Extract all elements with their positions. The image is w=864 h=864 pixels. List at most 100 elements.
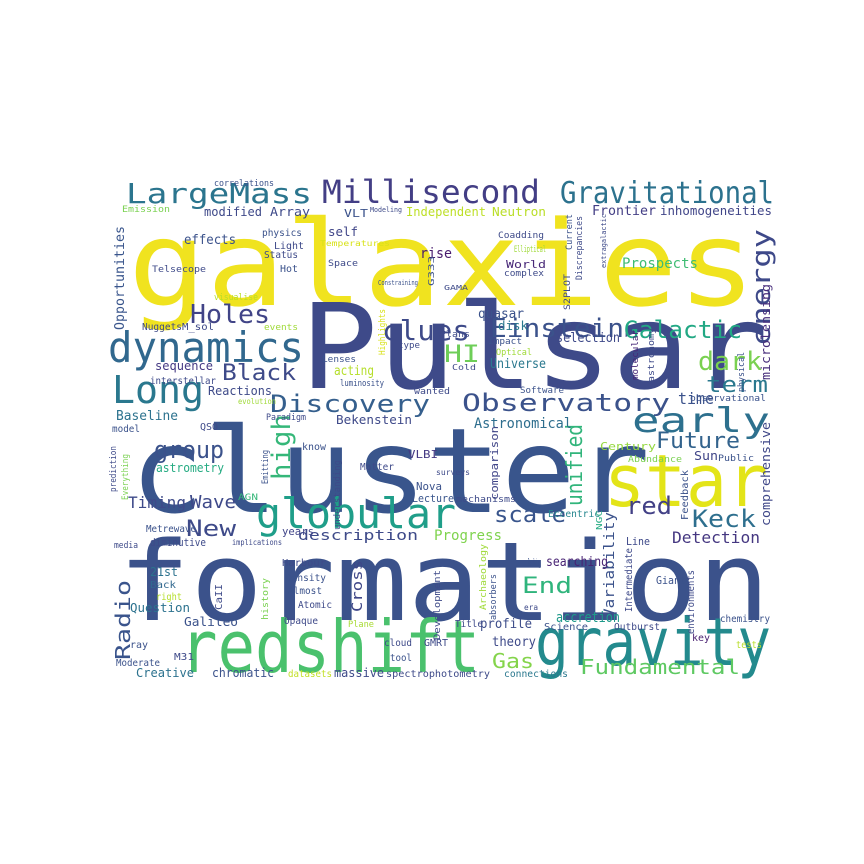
- word: rise: [420, 246, 452, 262]
- word: Future: [656, 429, 740, 454]
- word: accretion: [556, 610, 620, 626]
- word: 21st: [150, 565, 178, 579]
- word: Einstein: [490, 314, 624, 344]
- word: Density: [286, 573, 326, 584]
- word: diminutive: [150, 536, 206, 549]
- word: Eccentric: [548, 509, 600, 520]
- word: Elliptical: [514, 245, 546, 255]
- word: searching: [546, 555, 608, 570]
- word: Progress: [434, 528, 502, 544]
- word: Public: [718, 454, 754, 464]
- word: Back: [150, 580, 176, 591]
- word: interstellar: [150, 376, 216, 387]
- word: Giant: [656, 574, 686, 587]
- word: Science: [544, 622, 588, 633]
- word: massive: [334, 666, 384, 680]
- word: Plane: [348, 620, 374, 630]
- word: comparison: [488, 426, 501, 500]
- word: Space: [328, 259, 358, 269]
- word: Galactic: [624, 316, 742, 344]
- word: observational: [690, 394, 766, 404]
- word: chemistry: [720, 614, 770, 625]
- word: Paradigm: [266, 413, 306, 423]
- word: know: [302, 442, 327, 453]
- word: Almost: [288, 586, 322, 597]
- word: acting: [334, 364, 374, 379]
- word: Cold: [452, 363, 476, 372]
- word: Gravitational: [560, 176, 774, 211]
- word: Archaeology: [479, 543, 489, 610]
- word: evolution: [238, 397, 276, 406]
- word: Lenses: [322, 355, 356, 365]
- word: Baseline: [116, 409, 178, 424]
- word: Everything: [121, 454, 131, 500]
- word: Black: [222, 361, 296, 386]
- word: Development: [433, 570, 443, 640]
- word: Astronomical: [474, 416, 572, 432]
- word: Century: [600, 440, 656, 453]
- word: CaII: [214, 584, 225, 610]
- word: physics: [262, 228, 302, 239]
- word: Independent: [406, 205, 486, 219]
- word: Moderate: [116, 658, 160, 669]
- word: sequence: [155, 359, 213, 373]
- word: Array: [270, 205, 310, 219]
- word: Neutron: [492, 205, 546, 219]
- word: years: [282, 525, 314, 538]
- word: energy: [747, 229, 777, 345]
- word: cluster: [130, 402, 650, 540]
- word: Line: [626, 535, 650, 548]
- word: Keck: [692, 505, 757, 533]
- word: dynamics: [108, 323, 304, 372]
- word: S2PLOT: [563, 273, 573, 310]
- word: astronomy: [647, 327, 657, 382]
- word: Constraining: [378, 279, 418, 287]
- word: Temperatures: [320, 239, 390, 248]
- word: clues: [382, 314, 470, 347]
- word: theory: [492, 635, 536, 650]
- word: absorbers: [489, 574, 499, 620]
- word: Emitting: [261, 450, 271, 484]
- word: model: [112, 424, 140, 435]
- word: comprehensive: [759, 422, 773, 526]
- word: Harbour: [282, 558, 326, 569]
- word: QSO: [200, 422, 218, 433]
- word: description: [298, 528, 418, 544]
- word: HI: [444, 340, 480, 368]
- word: redshift: [180, 605, 480, 689]
- word: Creative: [136, 666, 194, 680]
- word: GAMA: [444, 284, 469, 292]
- word: extragalactic: [600, 214, 608, 268]
- word: group: [154, 436, 224, 464]
- word: Opportunities: [113, 226, 128, 330]
- word: New: [186, 517, 237, 542]
- word: tool: [390, 653, 412, 664]
- word: early: [632, 401, 770, 441]
- word: type: [398, 341, 420, 351]
- word: Frontier: [592, 204, 656, 219]
- word: Plans: [440, 330, 470, 340]
- word: Reactions: [208, 384, 272, 398]
- word: surveys: [436, 468, 470, 477]
- word: complex: [504, 269, 545, 279]
- word: connections: [504, 669, 568, 680]
- word: VLT: [344, 207, 368, 220]
- word: Nova: [416, 480, 442, 493]
- word: Cross: [350, 560, 366, 612]
- word: era: [524, 603, 538, 612]
- word: time: [678, 389, 714, 408]
- word: NGC: [595, 510, 604, 530]
- word: Matter: [360, 462, 394, 473]
- word: Abundance: [628, 455, 682, 465]
- word: Optical: [496, 348, 532, 358]
- word: molecular: [631, 329, 641, 380]
- word: disk: [498, 319, 529, 333]
- word: VLBI: [408, 448, 438, 461]
- word: microlensing: [759, 284, 773, 380]
- word: dark: [698, 347, 762, 377]
- word: cloud: [384, 638, 412, 649]
- word: red: [626, 492, 672, 520]
- word: Current: [565, 214, 575, 250]
- word: Outburst: [614, 622, 660, 633]
- word: AGN: [238, 493, 258, 503]
